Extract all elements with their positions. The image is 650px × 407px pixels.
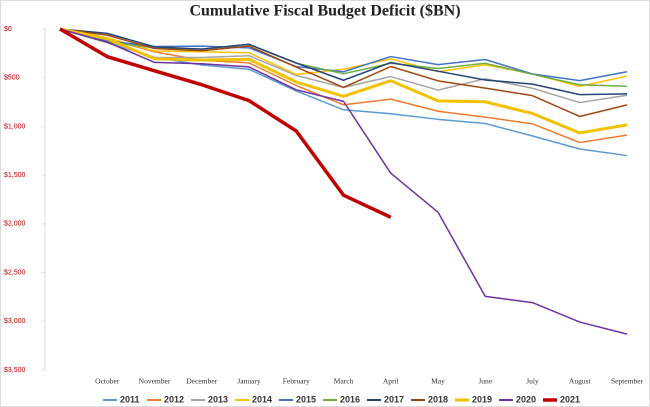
- series-line: [59, 28, 628, 118]
- legend-label: 2012: [164, 394, 184, 404]
- y-tick-label: $3,500: [4, 367, 26, 374]
- legend-label: 2011: [120, 394, 140, 404]
- x-tick-label: May: [431, 377, 445, 386]
- legend-label: 2021: [560, 394, 580, 404]
- x-tick-label: January: [237, 377, 261, 386]
- x-tick-label: August: [569, 377, 592, 386]
- legend-label: 2015: [296, 394, 316, 404]
- y-tick-label: $3,000: [4, 318, 26, 325]
- x-tick-label: October: [95, 377, 120, 386]
- legend-label: 2019: [472, 394, 492, 404]
- series-line: [59, 27, 392, 219]
- chart-title: Cumulative Fiscal Budget Deficit ($BN): [189, 3, 460, 20]
- x-tick-label: November: [139, 377, 171, 386]
- x-tick-label: April: [383, 377, 399, 386]
- series-line: [59, 28, 628, 96]
- series-line: [59, 28, 628, 335]
- series-line: [59, 27, 628, 135]
- legend-label: 2020: [516, 394, 536, 404]
- x-tick-label: September: [611, 377, 644, 386]
- legend-label: 2018: [428, 394, 448, 404]
- x-tick-label: February: [283, 377, 310, 386]
- series-line: [59, 28, 628, 144]
- x-tick-label: March: [334, 377, 354, 386]
- legend-label: 2017: [384, 394, 404, 404]
- x-tick-label: December: [186, 377, 217, 386]
- y-tick-label: $1,000: [4, 123, 26, 130]
- legend-label: 2014: [252, 394, 272, 404]
- y-tick-label: $2,000: [4, 221, 26, 228]
- legend-label: 2016: [340, 394, 360, 404]
- y-tick-label: $500: [4, 75, 20, 82]
- y-tick-label: $0: [4, 26, 12, 33]
- legend-label: 2013: [208, 394, 228, 404]
- x-tick-label: June: [478, 377, 492, 386]
- x-tick-label: July: [526, 377, 539, 386]
- y-tick-label: $1,500: [4, 172, 26, 179]
- y-tick-label: $2,500: [4, 269, 26, 276]
- series-line: [59, 28, 628, 87]
